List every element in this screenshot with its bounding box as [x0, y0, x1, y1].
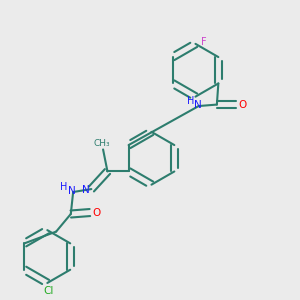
- Text: H: H: [60, 182, 68, 192]
- Text: O: O: [238, 100, 247, 110]
- Text: H: H: [187, 96, 194, 106]
- Text: CH₃: CH₃: [93, 139, 110, 148]
- Text: N: N: [68, 185, 75, 196]
- Text: F: F: [201, 38, 206, 47]
- Text: O: O: [92, 208, 100, 218]
- Text: N: N: [82, 185, 90, 195]
- Text: N: N: [194, 100, 202, 110]
- Text: Cl: Cl: [44, 286, 54, 296]
